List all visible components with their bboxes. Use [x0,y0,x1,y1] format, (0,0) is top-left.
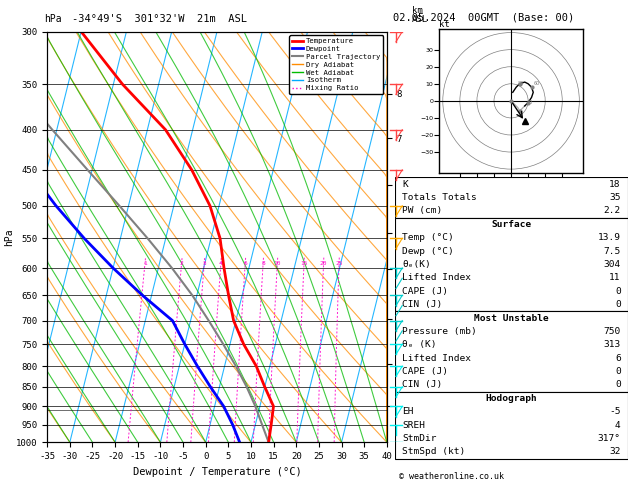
Text: Hodograph: Hodograph [486,394,537,403]
Text: 32: 32 [610,448,621,456]
Text: km
ASL: km ASL [412,6,428,24]
Text: kt: kt [440,20,450,29]
Text: 3: 3 [203,261,206,266]
Text: Totals Totals: Totals Totals [402,193,477,202]
Text: 0: 0 [615,367,621,376]
Text: 4: 4 [219,261,223,266]
Text: Temp (°C): Temp (°C) [402,233,454,242]
Text: CAPE (J): CAPE (J) [402,367,448,376]
Y-axis label: Mixing Ratio (g/kg): Mixing Ratio (g/kg) [404,186,413,288]
Text: 20: 20 [320,261,327,266]
Text: 25: 25 [335,261,343,266]
Text: PW (cm): PW (cm) [402,207,442,215]
Text: 7.5: 7.5 [603,246,621,256]
Text: 02.05.2024  00GMT  (Base: 00): 02.05.2024 00GMT (Base: 00) [393,12,574,22]
Text: -34°49'S  301°32'W  21m  ASL: -34°49'S 301°32'W 21m ASL [72,14,247,24]
Text: 15: 15 [300,261,308,266]
Bar [395,218,628,312]
X-axis label: Dewpoint / Temperature (°C): Dewpoint / Temperature (°C) [133,467,301,477]
Text: 6: 6 [243,261,247,266]
Bar [395,312,628,392]
Text: EH: EH [402,407,413,416]
Text: LCL: LCL [394,406,409,415]
Text: Pressure (mb): Pressure (mb) [402,327,477,336]
Text: CIN (J): CIN (J) [402,381,442,389]
Text: 8: 8 [261,261,265,266]
Text: Dewp (°C): Dewp (°C) [402,246,454,256]
Text: 6: 6 [615,354,621,363]
Text: 313: 313 [603,340,621,349]
Text: 304: 304 [603,260,621,269]
Text: 317°: 317° [598,434,621,443]
Text: hPa: hPa [44,14,62,24]
Text: 0: 0 [615,300,621,309]
Text: θₑ (K): θₑ (K) [402,340,437,349]
Text: StmSpd (kt): StmSpd (kt) [402,448,465,456]
Text: 11: 11 [610,273,621,282]
Y-axis label: hPa: hPa [4,228,14,246]
Text: 40: 40 [526,100,533,105]
Text: 1: 1 [143,261,147,266]
Text: 60: 60 [533,82,540,87]
Text: Surface: Surface [491,220,532,229]
Text: CIN (J): CIN (J) [402,300,442,309]
Text: © weatheronline.co.uk: © weatheronline.co.uk [399,472,504,481]
Text: StmDir: StmDir [402,434,437,443]
Text: -5: -5 [610,407,621,416]
Bar [395,177,628,218]
Text: 10: 10 [274,261,281,266]
Text: 2.2: 2.2 [603,207,621,215]
Text: Lifted Index: Lifted Index [402,273,471,282]
Text: 750: 750 [603,327,621,336]
Text: CAPE (J): CAPE (J) [402,287,448,295]
Text: Most Unstable: Most Unstable [474,313,548,323]
Text: θₑ(K): θₑ(K) [402,260,431,269]
Text: 2: 2 [180,261,184,266]
Text: SREH: SREH [402,421,425,430]
Text: 0: 0 [615,381,621,389]
Text: 4: 4 [615,421,621,430]
Text: K: K [402,180,408,189]
Text: Lifted Index: Lifted Index [402,354,471,363]
Text: 0: 0 [615,287,621,295]
Text: 18: 18 [610,180,621,189]
Text: 35: 35 [610,193,621,202]
Text: 13.9: 13.9 [598,233,621,242]
Bar [395,392,628,459]
Text: 80: 80 [518,82,524,87]
Legend: Temperature, Dewpoint, Parcel Trajectory, Dry Adiabat, Wet Adiabat, Isotherm, Mi: Temperature, Dewpoint, Parcel Trajectory… [289,35,383,94]
